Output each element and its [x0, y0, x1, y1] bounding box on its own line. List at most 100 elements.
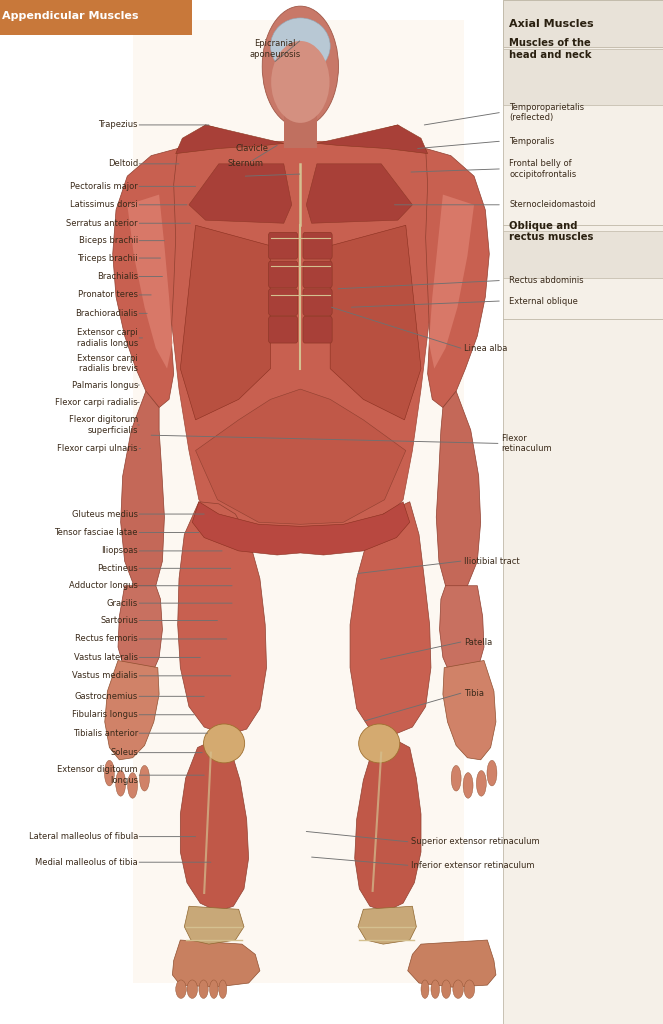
Text: Soleus: Soleus [110, 749, 138, 757]
Ellipse shape [139, 766, 149, 791]
Ellipse shape [187, 980, 198, 998]
FancyBboxPatch shape [269, 316, 298, 343]
Text: Flexor carpi radialis: Flexor carpi radialis [55, 398, 138, 407]
Ellipse shape [271, 41, 330, 123]
Ellipse shape [105, 760, 115, 786]
Polygon shape [121, 391, 164, 594]
Text: Oblique and
rectus muscles: Oblique and rectus muscles [509, 220, 593, 243]
FancyBboxPatch shape [503, 49, 663, 105]
Text: Gracilis: Gracilis [107, 599, 138, 607]
Polygon shape [436, 391, 481, 594]
FancyBboxPatch shape [269, 261, 298, 288]
Polygon shape [184, 906, 244, 944]
FancyBboxPatch shape [303, 261, 332, 288]
Ellipse shape [176, 980, 186, 998]
Text: Patella: Patella [464, 638, 493, 646]
Polygon shape [358, 906, 416, 944]
Polygon shape [440, 586, 484, 681]
Text: Tensor fasciae latae: Tensor fasciae latae [54, 528, 138, 537]
Polygon shape [178, 502, 267, 735]
FancyBboxPatch shape [503, 231, 663, 278]
Text: Extensor carpi
radialis longus: Extensor carpi radialis longus [77, 329, 138, 347]
FancyBboxPatch shape [269, 232, 298, 259]
Text: Pectineus: Pectineus [97, 564, 138, 572]
Text: Flexor digitorum
superficialis: Flexor digitorum superficialis [69, 416, 138, 434]
Ellipse shape [263, 6, 339, 127]
Polygon shape [196, 389, 406, 524]
Ellipse shape [442, 980, 451, 998]
Text: Linea alba: Linea alba [464, 344, 507, 352]
Text: Serratus anterior: Serratus anterior [66, 219, 138, 227]
Text: Superior extensor retinaculum: Superior extensor retinaculum [411, 838, 540, 846]
FancyBboxPatch shape [503, 0, 663, 47]
Text: Brachialis: Brachialis [97, 272, 138, 281]
Text: Temporalis: Temporalis [509, 137, 554, 145]
Text: Epicranial
aponeurosis: Epicranial aponeurosis [249, 40, 301, 58]
Polygon shape [118, 586, 162, 681]
Text: Iliopsoas: Iliopsoas [101, 547, 138, 555]
Bar [284, 95, 317, 148]
Polygon shape [443, 660, 496, 760]
Polygon shape [350, 502, 431, 735]
Text: Pronator teres: Pronator teres [78, 291, 138, 299]
Text: Flexor
retinaculum: Flexor retinaculum [501, 434, 552, 453]
Ellipse shape [210, 980, 218, 998]
Ellipse shape [463, 772, 473, 799]
Polygon shape [330, 225, 421, 420]
Text: Sternocleidomastoid: Sternocleidomastoid [509, 201, 595, 209]
Ellipse shape [451, 766, 461, 791]
Text: Extensor carpi
radialis brevis: Extensor carpi radialis brevis [77, 354, 138, 373]
FancyBboxPatch shape [303, 289, 332, 315]
Polygon shape [306, 164, 412, 223]
Polygon shape [429, 195, 474, 369]
Ellipse shape [271, 18, 330, 75]
Text: External oblique: External oblique [509, 297, 578, 305]
Text: Deltoid: Deltoid [107, 160, 138, 168]
Text: Gluteus medius: Gluteus medius [72, 510, 138, 518]
Polygon shape [317, 125, 428, 154]
Polygon shape [105, 660, 159, 760]
Ellipse shape [431, 980, 440, 998]
Text: Biceps brachii: Biceps brachii [79, 237, 138, 245]
Polygon shape [189, 164, 292, 223]
Text: Palmaris longus: Palmaris longus [72, 381, 138, 389]
FancyBboxPatch shape [303, 316, 332, 343]
Text: Inferior extensor retinaculum: Inferior extensor retinaculum [411, 861, 534, 869]
Text: Iliotibial tract: Iliotibial tract [464, 557, 520, 565]
Text: Tibialis anterior: Tibialis anterior [73, 729, 138, 737]
Ellipse shape [464, 980, 475, 998]
Text: Medial malleolus of tibia: Medial malleolus of tibia [35, 858, 138, 866]
Text: Sartorius: Sartorius [100, 616, 138, 625]
Text: Clavicle: Clavicle [235, 144, 269, 153]
Text: Triceps brachii: Triceps brachii [78, 254, 138, 262]
Ellipse shape [359, 724, 400, 763]
Text: Flexor carpi ulnaris: Flexor carpi ulnaris [58, 444, 138, 453]
Text: Axial Muscles: Axial Muscles [509, 18, 594, 29]
Polygon shape [176, 125, 284, 154]
Polygon shape [180, 739, 249, 911]
Text: Rectus femoris: Rectus femoris [75, 635, 138, 643]
Text: Sternum: Sternum [227, 160, 263, 168]
Polygon shape [408, 940, 496, 987]
Text: Muscles of the
head and neck: Muscles of the head and neck [509, 38, 591, 60]
Polygon shape [426, 148, 489, 408]
Ellipse shape [204, 724, 245, 763]
Text: Latissimus dorsi: Latissimus dorsi [70, 201, 138, 209]
Ellipse shape [453, 980, 463, 998]
Ellipse shape [219, 980, 227, 998]
Polygon shape [113, 148, 178, 408]
Text: Temporoparietalis
(reflected): Temporoparietalis (reflected) [509, 103, 584, 122]
Text: Vastus medialis: Vastus medialis [72, 672, 138, 680]
Polygon shape [127, 195, 172, 369]
FancyBboxPatch shape [303, 232, 332, 259]
Text: Frontal belly of
occipitofrontalis: Frontal belly of occipitofrontalis [509, 160, 576, 178]
Polygon shape [166, 125, 436, 535]
Text: Adductor longus: Adductor longus [69, 582, 138, 590]
Ellipse shape [487, 760, 497, 786]
Ellipse shape [199, 980, 208, 998]
Ellipse shape [127, 772, 138, 799]
Polygon shape [172, 940, 260, 987]
Text: Brachioradialis: Brachioradialis [76, 309, 138, 317]
Text: Extensor digitorum
longus: Extensor digitorum longus [57, 766, 138, 784]
Text: Gastrocnemius: Gastrocnemius [75, 692, 138, 700]
